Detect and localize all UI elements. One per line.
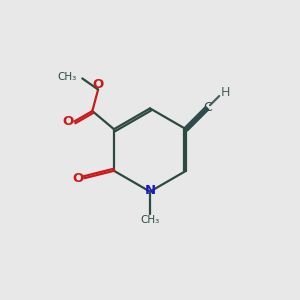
Text: CH₃: CH₃ — [58, 72, 77, 82]
Text: CH₃: CH₃ — [140, 215, 160, 225]
Text: C: C — [204, 101, 212, 114]
Text: O: O — [92, 78, 104, 91]
Text: O: O — [72, 172, 83, 185]
Text: O: O — [63, 115, 74, 128]
Text: N: N — [144, 184, 156, 197]
Text: H: H — [220, 85, 230, 99]
